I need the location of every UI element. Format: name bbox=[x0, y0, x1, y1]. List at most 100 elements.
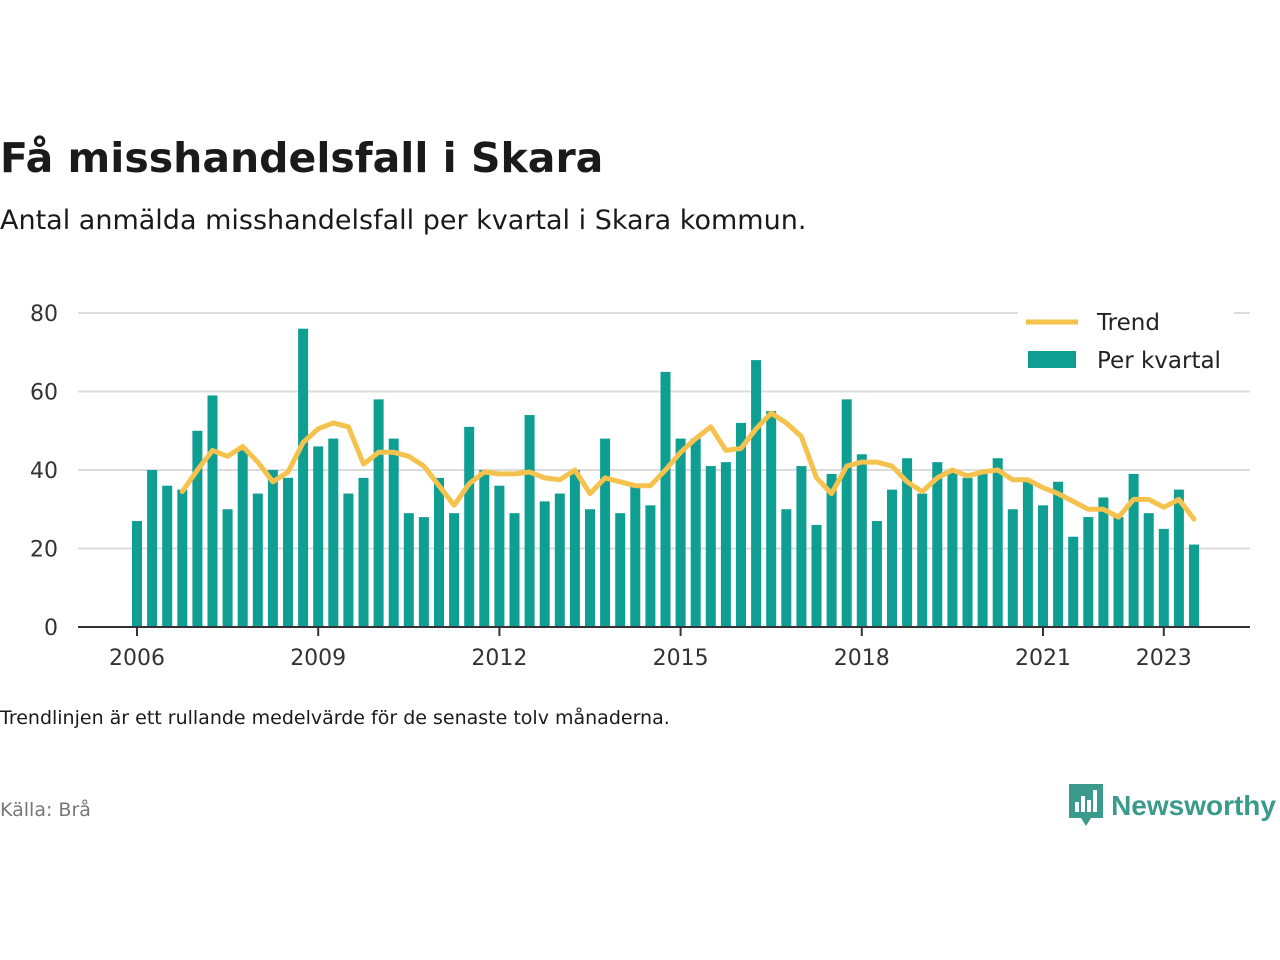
trend-note: Trendlinjen är ett rullande medelvärde f… bbox=[0, 707, 670, 729]
newsworthy-logo-icon bbox=[1069, 784, 1104, 826]
bar bbox=[298, 328, 309, 627]
bar bbox=[841, 399, 852, 627]
brand-name: Newsworthy bbox=[1111, 790, 1276, 821]
bar bbox=[645, 505, 656, 627]
y-tick-label: 80 bbox=[30, 302, 58, 327]
bar bbox=[1038, 505, 1048, 627]
bar bbox=[373, 399, 384, 627]
bar bbox=[162, 485, 173, 627]
bar bbox=[720, 462, 731, 627]
bar bbox=[1053, 481, 1064, 627]
bar bbox=[675, 438, 686, 627]
x-tick-label: 2012 bbox=[471, 646, 527, 671]
bar bbox=[388, 438, 399, 627]
trend-line bbox=[179, 410, 1197, 522]
bar bbox=[449, 513, 460, 627]
bar bbox=[751, 360, 762, 627]
x-tick-label: 2006 bbox=[109, 646, 165, 671]
x-tick-label: 2009 bbox=[290, 646, 346, 671]
bar bbox=[267, 470, 278, 627]
legend: Trend Per kvartal bbox=[1018, 304, 1234, 378]
bar bbox=[418, 517, 429, 627]
trend-line-layer bbox=[179, 410, 1197, 522]
bar bbox=[343, 493, 354, 627]
bar bbox=[222, 509, 233, 627]
quarterly-assault-chart: 0 20 40 60 80 2006 2009 2012 2015 2018 2021 2023 T… bbox=[30, 302, 1250, 671]
bar bbox=[252, 493, 263, 627]
bar bbox=[887, 489, 897, 627]
bar bbox=[796, 466, 807, 627]
bar bbox=[1173, 489, 1184, 627]
bar bbox=[992, 458, 1003, 627]
x-tick-label: 2023 bbox=[1136, 646, 1192, 671]
bar bbox=[313, 446, 324, 627]
bar bbox=[403, 513, 414, 627]
bar bbox=[569, 470, 580, 627]
legend-bar-swatch bbox=[1028, 351, 1076, 368]
x-tick-label: 2018 bbox=[834, 646, 890, 671]
y-axis-ticks: 0 20 40 60 80 bbox=[30, 302, 58, 641]
bar bbox=[932, 462, 943, 627]
bar bbox=[902, 458, 913, 627]
bar bbox=[585, 509, 595, 627]
bar bbox=[856, 454, 867, 627]
bar bbox=[917, 493, 928, 627]
y-tick-label: 60 bbox=[30, 381, 58, 406]
x-tick-label: 2015 bbox=[653, 646, 709, 671]
bar bbox=[811, 524, 822, 627]
chart-subtitle: Antal anmälda misshandelsfall per kvarta… bbox=[0, 205, 807, 236]
bar bbox=[600, 438, 611, 627]
bar bbox=[434, 477, 444, 627]
y-tick-label: 20 bbox=[30, 538, 58, 563]
legend-bar-label: Per kvartal bbox=[1097, 348, 1221, 374]
source-label: Källa: Brå bbox=[0, 799, 91, 821]
bar bbox=[509, 513, 520, 627]
bar bbox=[1158, 528, 1169, 627]
bar bbox=[554, 493, 565, 627]
x-axis: 2006 2009 2012 2015 2018 2021 2023 bbox=[78, 626, 1250, 671]
bar bbox=[660, 371, 671, 627]
bar bbox=[479, 470, 490, 627]
bar bbox=[192, 430, 203, 627]
bar bbox=[947, 470, 958, 627]
bars bbox=[132, 328, 1199, 627]
bar bbox=[237, 450, 248, 627]
chart-title: Få misshandelsfall i Skara bbox=[0, 134, 604, 182]
bar bbox=[781, 509, 792, 627]
y-tick-label: 0 bbox=[44, 616, 58, 641]
bar bbox=[1098, 497, 1109, 627]
bar bbox=[1083, 517, 1094, 627]
bar bbox=[132, 521, 142, 627]
bar bbox=[1007, 509, 1018, 627]
bar bbox=[705, 466, 716, 627]
bar bbox=[736, 422, 746, 627]
bar bbox=[147, 470, 158, 627]
legend-trend-label: Trend bbox=[1096, 310, 1160, 336]
bar bbox=[1022, 481, 1033, 627]
bar bbox=[690, 438, 701, 627]
bar bbox=[630, 485, 641, 627]
bar bbox=[1128, 473, 1139, 627]
bar bbox=[1143, 513, 1154, 627]
bar bbox=[524, 415, 535, 627]
bar bbox=[177, 489, 188, 627]
bar bbox=[871, 521, 882, 627]
bar bbox=[494, 485, 505, 627]
bar bbox=[358, 477, 369, 627]
y-tick-label: 40 bbox=[30, 459, 58, 484]
brand-logo[interactable]: Newsworthy bbox=[1069, 784, 1276, 828]
bar bbox=[328, 438, 339, 627]
x-tick-label: 2021 bbox=[1015, 646, 1071, 671]
bar bbox=[207, 395, 218, 627]
bar bbox=[962, 477, 973, 627]
bar bbox=[1113, 517, 1124, 627]
bar bbox=[1189, 544, 1199, 627]
bar bbox=[615, 513, 626, 627]
bar bbox=[766, 411, 777, 627]
bar bbox=[539, 501, 550, 627]
bar bbox=[283, 477, 293, 627]
bar bbox=[1068, 536, 1079, 627]
bar bbox=[826, 473, 837, 627]
bar bbox=[464, 426, 475, 627]
bar bbox=[977, 473, 988, 627]
